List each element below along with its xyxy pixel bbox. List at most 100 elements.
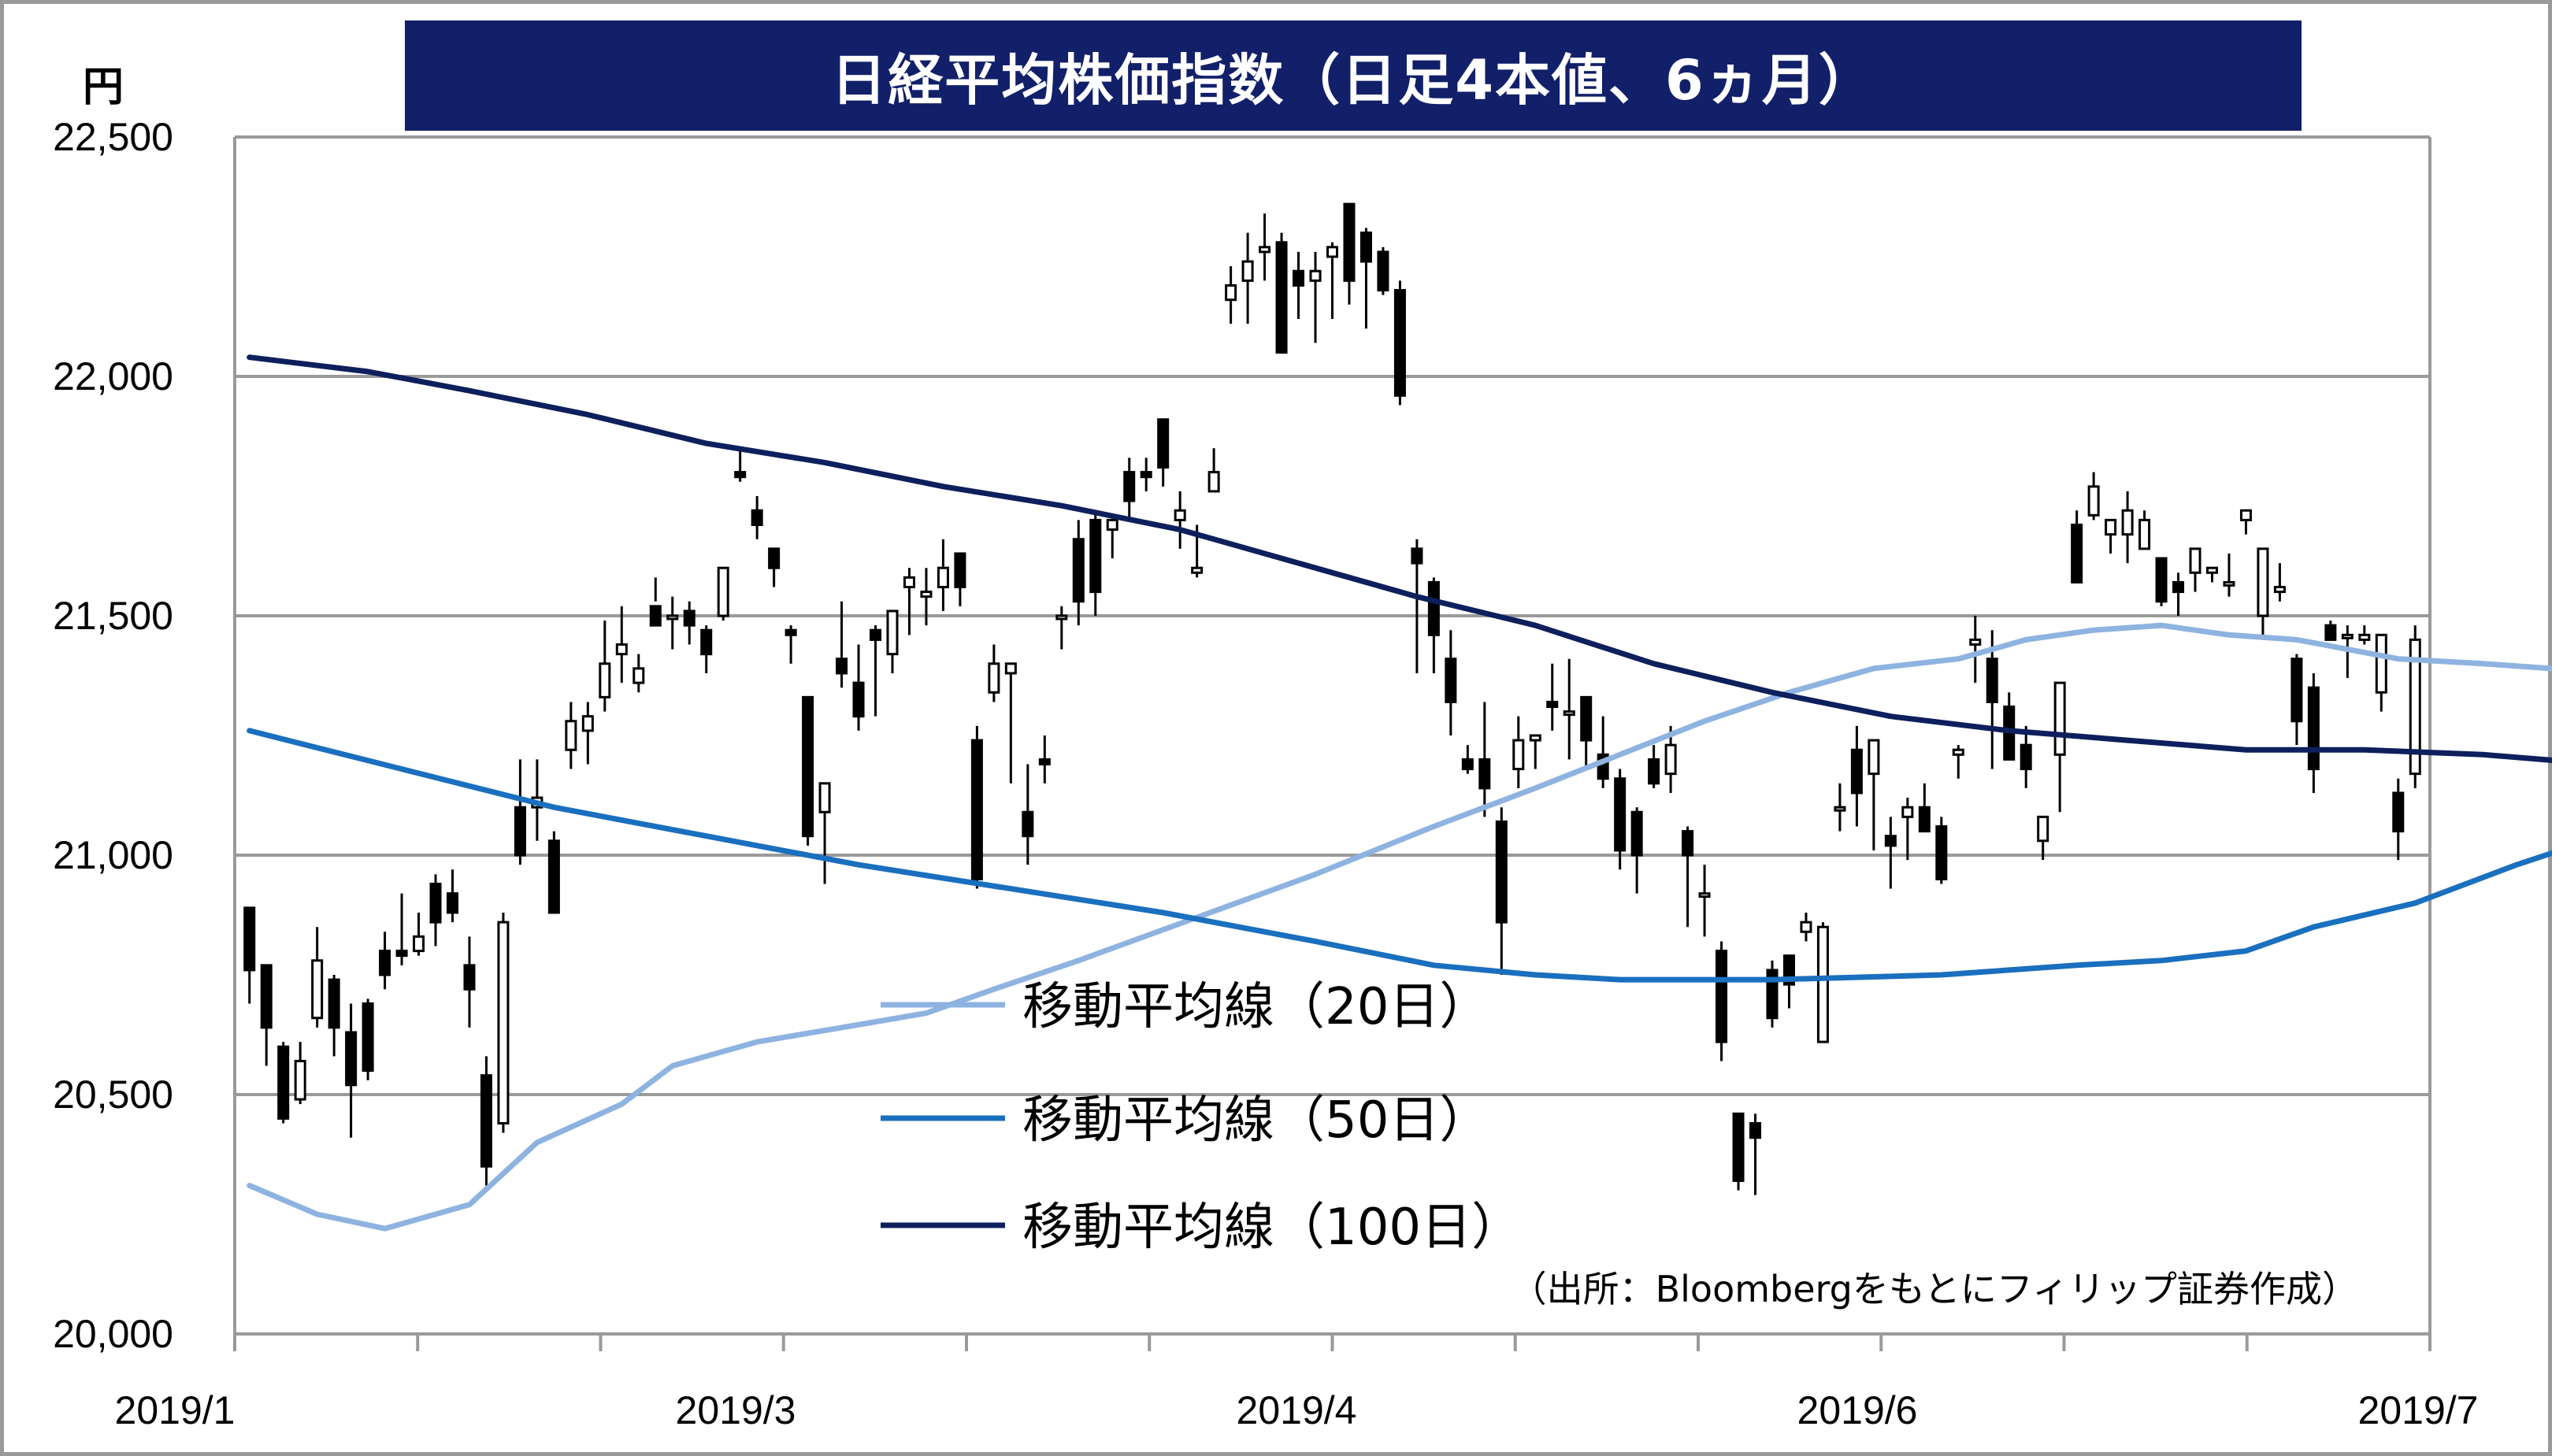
y-tick-label: 21,000	[53, 833, 173, 877]
candle-body-up	[886, 609, 899, 656]
candle-body-up	[988, 662, 1000, 694]
candle-body-up	[666, 614, 679, 621]
candle	[1563, 658, 1575, 760]
candle-body-up	[2205, 566, 2219, 574]
candle-body-up	[1309, 269, 1322, 282]
candle-body-up	[581, 715, 594, 732]
candle-body-up	[1800, 921, 1812, 933]
candle-body-up	[1512, 739, 1525, 771]
candle	[514, 759, 526, 865]
candle-body-down	[1935, 825, 1948, 880]
candle	[2189, 547, 2201, 592]
candle-body-down	[1682, 830, 1694, 857]
candle	[852, 644, 865, 731]
candle-body-down	[547, 839, 560, 914]
candle	[1901, 798, 1914, 861]
candle-body-up	[1664, 743, 1677, 776]
candle-body-down	[480, 1074, 492, 1168]
chart-title: 日経平均株価指数（日足4本値、6ヵ月）	[831, 47, 1875, 113]
candle-body-up	[599, 662, 611, 698]
candle-body-down	[395, 950, 408, 958]
candle-body-down	[1716, 950, 1728, 1043]
candle-body-down	[1884, 835, 1897, 847]
candle	[1106, 518, 1118, 559]
candle	[2324, 621, 2337, 641]
title-banner: 日経平均株価指数（日足4本値、6ヵ月）	[405, 20, 2302, 131]
candle	[700, 625, 713, 673]
candle	[1884, 817, 1897, 889]
candle-body-down	[260, 964, 273, 1029]
candle-body-down	[1038, 758, 1051, 765]
ma20-line	[247, 622, 2552, 1232]
candle-body-up	[2223, 580, 2235, 587]
candle	[734, 448, 747, 482]
candle-body-up	[1901, 806, 1914, 818]
x-tick-label: 2019/6	[1797, 1388, 1918, 1432]
candle	[2087, 472, 2100, 521]
candle	[1816, 922, 1829, 1043]
x-tick-label: 2019/3	[676, 1388, 796, 1432]
candle	[1055, 606, 1068, 650]
candle-body-down	[852, 681, 865, 718]
candle	[1022, 764, 1034, 865]
x-tick-label: 2019/4	[1237, 1388, 1357, 1432]
y-tick-label: 22,500	[53, 115, 173, 159]
candle-body-up	[2341, 633, 2354, 639]
candle	[1326, 242, 1339, 320]
candle-body-up	[2121, 509, 2134, 536]
candle	[1614, 769, 1627, 870]
candle-body-down	[1089, 518, 1102, 594]
candle-body-up	[2138, 518, 2151, 550]
candle	[2392, 778, 2405, 861]
candle	[429, 874, 442, 947]
y-tick-label: 20,500	[53, 1073, 173, 1117]
candle-body-down	[2155, 557, 2168, 603]
candle-body-up	[2273, 586, 2286, 594]
candle	[2358, 625, 2371, 645]
candle-body-down	[649, 605, 662, 627]
candle	[2037, 815, 2049, 861]
candle	[1207, 448, 1220, 493]
candle-body-down	[1022, 810, 1034, 838]
candle-body-up	[1191, 566, 1204, 574]
candle	[1630, 807, 1643, 894]
candle	[1445, 630, 1457, 735]
candle	[1986, 630, 1998, 769]
candle-body-down	[1495, 820, 1508, 924]
ma50-line	[247, 728, 2552, 983]
candle	[1225, 266, 1237, 324]
candle-body-down	[785, 628, 797, 636]
candle	[1952, 745, 1964, 779]
candle	[2307, 672, 2320, 793]
candle	[802, 695, 814, 846]
candle-body-down	[1140, 471, 1152, 479]
candle	[1580, 695, 1593, 769]
candle	[1716, 941, 1728, 1061]
candle	[886, 609, 899, 673]
candle-body-down	[1850, 748, 1863, 795]
x-tick-label: 2019/7	[2358, 1388, 2479, 1432]
candle	[1157, 418, 1170, 487]
candle-body-down	[2392, 791, 2405, 833]
candle	[547, 831, 560, 914]
candle-body-up	[1326, 246, 1339, 258]
legend-label: 移動平均線（100日）	[1022, 1199, 1522, 1257]
candle	[2375, 633, 2387, 712]
candle	[2223, 553, 2235, 597]
candle	[615, 606, 628, 684]
axes	[233, 137, 2431, 1351]
candle	[599, 621, 611, 712]
candle-body-down	[954, 552, 966, 589]
candle	[413, 912, 425, 956]
candle-body-up	[497, 921, 510, 1124]
candle	[1393, 280, 1406, 406]
candle-body-down	[362, 1002, 374, 1073]
ma100-line	[247, 354, 2552, 763]
candle	[1293, 251, 1305, 320]
candle-body-up	[1225, 283, 1237, 302]
candle-body-up	[1004, 662, 1017, 675]
candle-body-up	[413, 935, 425, 953]
candle-body-up	[1207, 471, 1220, 493]
candle-body-up	[2375, 633, 2387, 694]
